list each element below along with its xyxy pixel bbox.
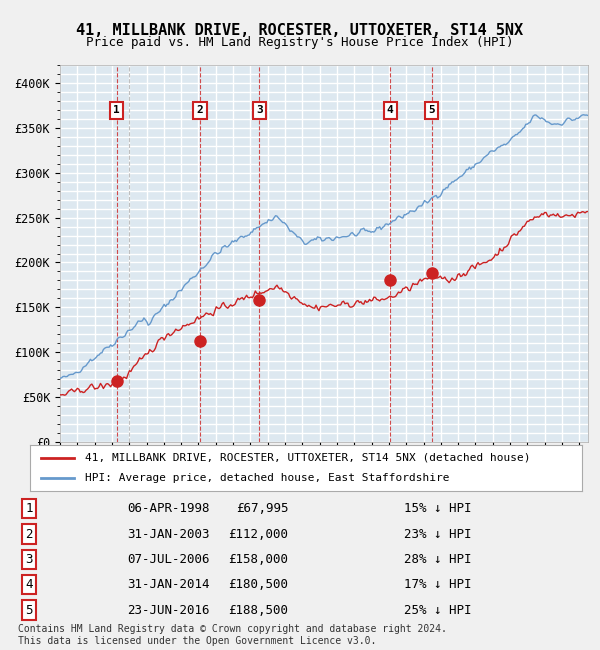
Text: 1: 1	[113, 105, 120, 115]
Text: Price paid vs. HM Land Registry's House Price Index (HPI): Price paid vs. HM Land Registry's House …	[86, 36, 514, 49]
Text: 31-JAN-2003: 31-JAN-2003	[127, 528, 210, 541]
Text: 07-JUL-2006: 07-JUL-2006	[127, 553, 210, 566]
Text: 2: 2	[197, 105, 203, 115]
Text: 4: 4	[387, 105, 394, 115]
Text: Contains HM Land Registry data © Crown copyright and database right 2024.: Contains HM Land Registry data © Crown c…	[18, 624, 447, 634]
Text: 4: 4	[26, 578, 33, 592]
Text: 5: 5	[26, 604, 33, 617]
Text: £188,500: £188,500	[229, 604, 289, 617]
Text: 23% ↓ HPI: 23% ↓ HPI	[404, 528, 471, 541]
Text: This data is licensed under the Open Government Licence v3.0.: This data is licensed under the Open Gov…	[18, 636, 376, 645]
Text: 23-JUN-2016: 23-JUN-2016	[127, 604, 210, 617]
Text: 41, MILLBANK DRIVE, ROCESTER, UTTOXETER, ST14 5NX: 41, MILLBANK DRIVE, ROCESTER, UTTOXETER,…	[76, 23, 524, 38]
Text: 1: 1	[26, 502, 33, 515]
Text: 5: 5	[428, 105, 435, 115]
Text: 3: 3	[256, 105, 263, 115]
Text: 15% ↓ HPI: 15% ↓ HPI	[404, 502, 471, 515]
Text: 2: 2	[26, 528, 33, 541]
Text: 25% ↓ HPI: 25% ↓ HPI	[404, 604, 471, 617]
Text: £180,500: £180,500	[229, 578, 289, 592]
Text: £112,000: £112,000	[229, 528, 289, 541]
Text: 28% ↓ HPI: 28% ↓ HPI	[404, 553, 471, 566]
Text: 41, MILLBANK DRIVE, ROCESTER, UTTOXETER, ST14 5NX (detached house): 41, MILLBANK DRIVE, ROCESTER, UTTOXETER,…	[85, 453, 531, 463]
Text: £67,995: £67,995	[236, 502, 289, 515]
Text: 17% ↓ HPI: 17% ↓ HPI	[404, 578, 471, 592]
Text: 31-JAN-2014: 31-JAN-2014	[127, 578, 210, 592]
Text: 06-APR-1998: 06-APR-1998	[127, 502, 210, 515]
Text: 3: 3	[26, 553, 33, 566]
Text: £158,000: £158,000	[229, 553, 289, 566]
Text: HPI: Average price, detached house, East Staffordshire: HPI: Average price, detached house, East…	[85, 473, 450, 483]
